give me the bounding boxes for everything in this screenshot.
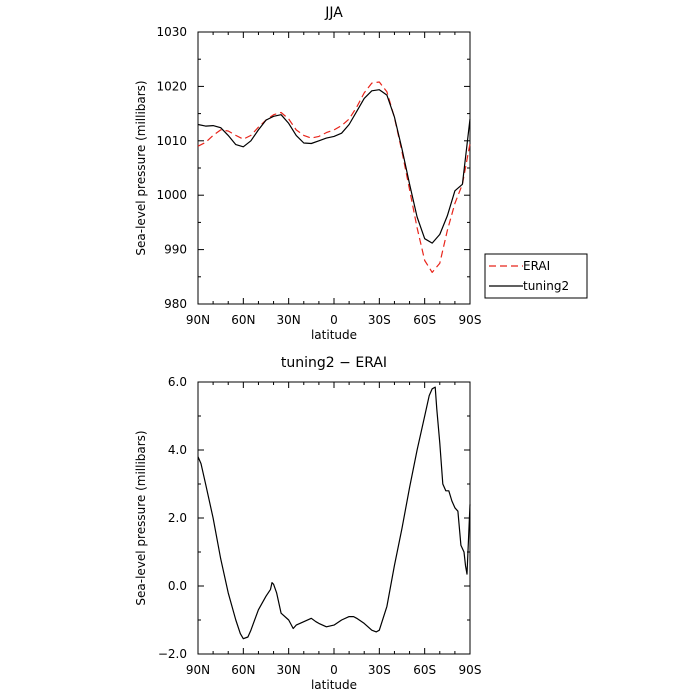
x-tick-label: 60N <box>231 313 255 327</box>
x-tick-label: 30S <box>368 313 391 327</box>
x-tick-label: 30N <box>277 663 301 677</box>
legend-label: ERAI <box>523 259 550 273</box>
top-plot: JJA 90N 60N 30N 0 30S 60S 90S 980 990 1000 1010 1020… <box>134 5 588 342</box>
legend: ERAI tuning2 <box>484 253 588 299</box>
legend-box <box>484 253 588 299</box>
x-axis-label: latitude <box>311 678 357 692</box>
series-line-erai <box>197 81 471 273</box>
y-tick-label: 6.0 <box>168 375 187 389</box>
chart-title: tuning2 − ERAI <box>281 355 387 371</box>
legend-label: tuning2 <box>523 279 569 293</box>
x-tick-label: 0 <box>330 663 338 677</box>
series-line-difference <box>197 386 471 640</box>
x-tick-label: 90S <box>459 663 482 677</box>
y-tick-label: −2.0 <box>158 647 187 661</box>
y-tick-label: 4.0 <box>168 443 187 457</box>
x-tick-label: 60S <box>413 313 436 327</box>
x-tick-label: 60S <box>413 663 436 677</box>
x-tick-label: 30S <box>368 663 391 677</box>
y-tick-label: 2.0 <box>168 511 187 525</box>
x-tick-label: 90N <box>186 663 210 677</box>
y-tick-label: 1020 <box>156 79 187 93</box>
x-axis-label: latitude <box>311 328 357 342</box>
x-tick-label: 60N <box>231 663 255 677</box>
y-tick-label: 1000 <box>156 188 187 202</box>
x-tick-label: 30N <box>277 313 301 327</box>
bottom-plot: tuning2 − ERAI 90N 60N 30N 0 30S 60S 90S −2.0 0.0… <box>134 355 481 692</box>
x-tick-label: 0 <box>330 313 338 327</box>
y-tick-label: 1030 <box>156 25 187 39</box>
y-tick-label: 990 <box>164 243 187 257</box>
plot-frame <box>197 31 471 305</box>
y-axis-label: Sea-level pressure (millibars) <box>134 430 148 605</box>
series-line-tuning2 <box>197 89 471 244</box>
chart-title: JJA <box>324 5 343 21</box>
x-tick-label: 90S <box>459 313 482 327</box>
plot-frame <box>197 381 471 655</box>
y-tick-label: 1010 <box>156 134 187 148</box>
y-axis-label: Sea-level pressure (millibars) <box>134 80 148 255</box>
x-tick-label: 90N <box>186 313 210 327</box>
y-tick-label: 0.0 <box>168 579 187 593</box>
y-tick-label: 980 <box>164 297 187 311</box>
